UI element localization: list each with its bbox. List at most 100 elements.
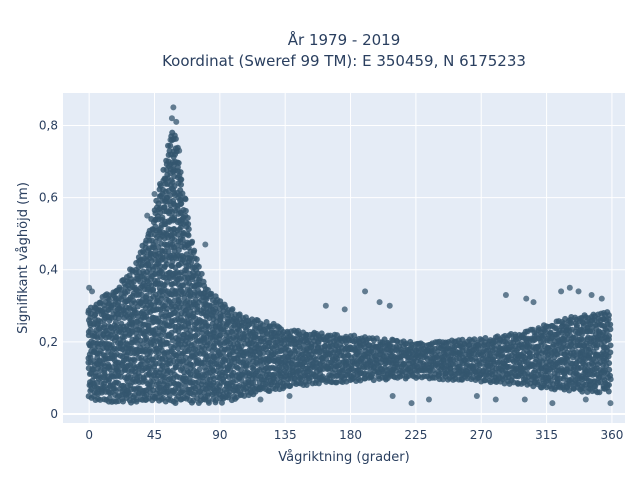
data-point: [188, 259, 195, 266]
data-point: [194, 331, 201, 338]
outlier-point: [588, 291, 595, 298]
data-point: [401, 361, 408, 368]
y-tick-label: 0,8: [39, 118, 58, 132]
outlier-point: [322, 302, 329, 309]
outlier-point: [89, 288, 96, 295]
data-point: [177, 169, 184, 176]
x-tick-label: 270: [470, 428, 493, 442]
x-tick-label: 135: [274, 428, 297, 442]
data-point: [159, 269, 166, 276]
x-tick-label: 315: [535, 428, 558, 442]
data-point: [195, 263, 202, 270]
outlier-point: [168, 115, 175, 122]
data-point: [178, 181, 185, 188]
data-point: [607, 342, 614, 349]
x-tick-label: 0: [85, 428, 93, 442]
outlier-point: [167, 136, 174, 143]
data-point: [175, 160, 182, 167]
outlier-point: [502, 291, 509, 298]
data-point: [568, 319, 575, 326]
data-point: [263, 319, 270, 326]
data-point: [131, 357, 138, 364]
data-point: [566, 387, 573, 394]
data-point: [213, 301, 220, 308]
outlier-point: [202, 241, 209, 248]
data-point: [607, 326, 614, 333]
x-tick-label: 360: [600, 428, 623, 442]
outlier-point: [144, 212, 151, 219]
x-tick-label: 45: [147, 428, 162, 442]
data-point: [138, 291, 145, 298]
outlier-point: [523, 295, 530, 302]
data-point: [241, 392, 248, 399]
data-point: [373, 335, 380, 342]
outlier-point: [362, 288, 369, 295]
data-point: [171, 132, 178, 139]
data-point: [170, 197, 177, 204]
outlier-point: [386, 302, 393, 309]
data-point: [143, 275, 150, 282]
x-axis-label: Vågriktning (grader): [278, 450, 409, 465]
outlier-point: [425, 396, 432, 403]
data-points: [85, 104, 614, 407]
data-point: [482, 334, 489, 341]
x-tick-label: 180: [339, 428, 362, 442]
data-point: [181, 195, 188, 202]
outlier-point: [492, 396, 499, 403]
data-point: [606, 360, 613, 367]
y-tick-label: 0,2: [39, 335, 58, 349]
data-point: [175, 381, 182, 388]
data-point: [189, 238, 196, 245]
outlier-point: [521, 396, 528, 403]
data-point: [101, 369, 108, 376]
data-point: [238, 377, 245, 384]
data-point: [606, 366, 613, 373]
data-point: [217, 332, 224, 339]
data-point: [356, 348, 363, 355]
data-point: [208, 290, 215, 297]
outlier-point: [376, 299, 383, 306]
y-tick-labels: 0 0,2 0,4 0,6 0,8: [39, 118, 58, 421]
x-tick-label: 90: [212, 428, 227, 442]
data-point: [161, 204, 168, 211]
outlier-point: [598, 295, 605, 302]
data-point: [596, 389, 603, 396]
data-point: [607, 321, 614, 328]
outlier-point: [341, 306, 348, 313]
data-point: [150, 286, 157, 293]
data-point: [167, 142, 174, 149]
chart-title: År 1979 - 2019: [288, 30, 401, 49]
data-point: [191, 247, 198, 254]
outlier-point: [582, 396, 589, 403]
data-point: [185, 221, 192, 228]
data-point: [179, 236, 186, 243]
data-point: [182, 207, 189, 214]
outlier-point: [575, 288, 582, 295]
data-point: [200, 278, 207, 285]
data-point: [184, 214, 191, 221]
outlier-point: [176, 147, 183, 154]
data-point: [605, 388, 612, 395]
outlier-point: [286, 392, 293, 399]
outlier-point: [558, 288, 565, 295]
data-point: [147, 231, 154, 238]
data-point: [605, 381, 612, 388]
data-point: [179, 190, 186, 197]
data-point: [87, 327, 94, 334]
x-tick-label: 225: [404, 428, 427, 442]
y-tick-label: 0,4: [39, 263, 58, 277]
data-point: [370, 377, 377, 384]
y-axis-label: Signifikant våghöjd (m): [16, 182, 31, 334]
data-point: [185, 232, 192, 239]
data-point: [196, 366, 203, 373]
outlier-point: [389, 392, 396, 399]
data-point: [606, 332, 613, 339]
outlier-point: [408, 400, 415, 407]
data-point: [139, 341, 146, 348]
data-point: [106, 297, 113, 304]
data-point: [159, 292, 166, 299]
outlier-point: [170, 104, 177, 111]
data-point: [607, 349, 614, 356]
data-point: [103, 327, 110, 334]
